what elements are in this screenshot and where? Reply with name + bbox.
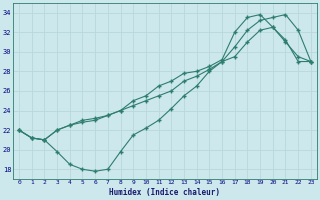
X-axis label: Humidex (Indice chaleur): Humidex (Indice chaleur) — [109, 188, 220, 197]
